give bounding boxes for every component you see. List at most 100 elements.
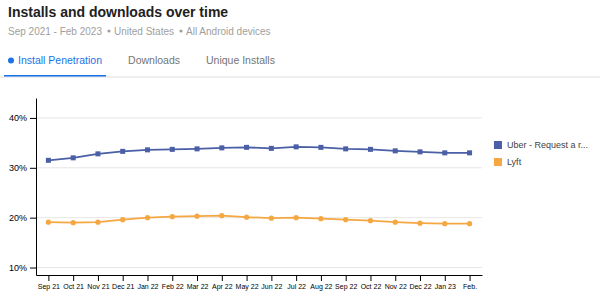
tick-mark <box>98 275 99 281</box>
marker <box>442 221 447 226</box>
tick: 30% <box>9 163 36 173</box>
tick: 40% <box>9 113 36 123</box>
tick-mark <box>30 118 36 119</box>
tick-label: Oct 22 <box>361 283 382 290</box>
legend: Uber - Request a r... Lyft <box>494 140 588 167</box>
tick: Feb. <box>463 275 477 290</box>
marker <box>219 213 224 218</box>
separator <box>0 77 600 78</box>
tick: Mar 22 <box>187 275 209 290</box>
tab: Install Penetration <box>18 54 102 66</box>
tab: Downloads <box>128 54 180 66</box>
legend-label: Lyft <box>507 157 522 167</box>
tick-label: Oct 21 <box>63 283 84 290</box>
marker <box>71 220 76 225</box>
marker <box>46 158 51 163</box>
grid-line <box>36 167 482 168</box>
marker <box>170 147 175 152</box>
legend-swatch <box>494 158 502 166</box>
marker <box>46 220 51 225</box>
tick-mark <box>30 168 36 169</box>
marker <box>417 221 422 226</box>
grid-line <box>36 117 482 118</box>
x-axis: Sep 21Oct 21Nov 21Dec 21Jan 22Feb 22Mar … <box>37 275 483 291</box>
tick: May 22 <box>236 275 259 291</box>
marker <box>145 147 150 152</box>
chart: Installs and downloads over timeSep 2021… <box>0 0 600 297</box>
tick-label: Feb. <box>463 283 477 290</box>
tick: Jan 22 <box>137 275 158 290</box>
tick-label: Sep 22 <box>335 283 357 291</box>
tick-label: 20% <box>9 213 27 223</box>
tick-mark <box>222 275 223 281</box>
subtitle: All Android devices <box>186 26 271 37</box>
tick-mark <box>321 275 322 281</box>
tick-label: 10% <box>9 263 27 273</box>
tick: Feb 22 <box>162 275 184 290</box>
y-axis: 10% 20% 30% 40% <box>9 99 37 276</box>
tick: 10% <box>9 263 36 273</box>
marker <box>219 145 224 150</box>
tick-mark <box>271 275 272 281</box>
tick-mark <box>470 275 471 281</box>
subtitle: United States <box>114 26 174 37</box>
tick: Dec 21 <box>112 275 134 290</box>
tick: Sep 22 <box>335 275 357 291</box>
title: Installs and downloads over time <box>8 4 228 20</box>
marker <box>195 146 200 151</box>
tick-mark <box>197 275 198 281</box>
marker <box>393 220 398 225</box>
tick-mark <box>172 275 173 281</box>
tick-label: 40% <box>9 113 27 123</box>
marker <box>343 217 348 222</box>
marker <box>145 215 150 220</box>
series-line <box>48 147 469 160</box>
marker <box>442 150 447 155</box>
tick-mark <box>30 218 36 219</box>
tick-mark <box>296 275 297 281</box>
marker <box>120 217 125 222</box>
grid-line <box>36 267 482 268</box>
marker <box>95 220 100 225</box>
marker <box>244 145 249 150</box>
marker <box>71 155 76 160</box>
marker <box>368 147 373 152</box>
separator-dot <box>179 29 182 32</box>
tick: Apr 22 <box>212 275 233 291</box>
tab: Unique Installs <box>206 54 275 66</box>
tick-label: Jun 22 <box>261 283 282 290</box>
tick-label: 30% <box>9 163 27 173</box>
axis-line <box>37 275 483 276</box>
tick: Aug 22 <box>310 275 332 291</box>
tick-mark <box>445 275 446 281</box>
tick-mark <box>147 275 148 281</box>
marker <box>170 214 175 219</box>
tick-label: Dec 22 <box>409 283 431 290</box>
tick-mark <box>73 275 74 281</box>
tick-label: May 22 <box>236 283 259 291</box>
separator-dot <box>107 29 110 32</box>
marker <box>194 214 199 219</box>
marker <box>467 150 472 155</box>
tick-label: Mar 22 <box>187 283 209 290</box>
tick-mark <box>346 275 347 281</box>
tick: 20% <box>9 213 36 223</box>
tick-mark <box>395 275 396 281</box>
tick-mark <box>30 268 36 269</box>
tick: Dec 22 <box>409 275 431 290</box>
marker <box>467 221 472 226</box>
marker <box>269 146 274 151</box>
tick: Nov 21 <box>87 275 109 290</box>
plot-area <box>46 144 472 226</box>
marker <box>95 151 100 156</box>
tick-label: Nov 22 <box>385 283 407 290</box>
tick-mark <box>48 275 49 281</box>
legend-label: Uber - Request a r... <box>507 140 588 150</box>
marker <box>120 149 125 154</box>
marker <box>418 149 423 154</box>
tick-label: Aug 22 <box>310 283 332 291</box>
tick-label: Jan 22 <box>137 283 158 290</box>
marker <box>294 144 299 149</box>
tick: Jun 22 <box>261 275 282 290</box>
tick-mark <box>247 275 248 281</box>
